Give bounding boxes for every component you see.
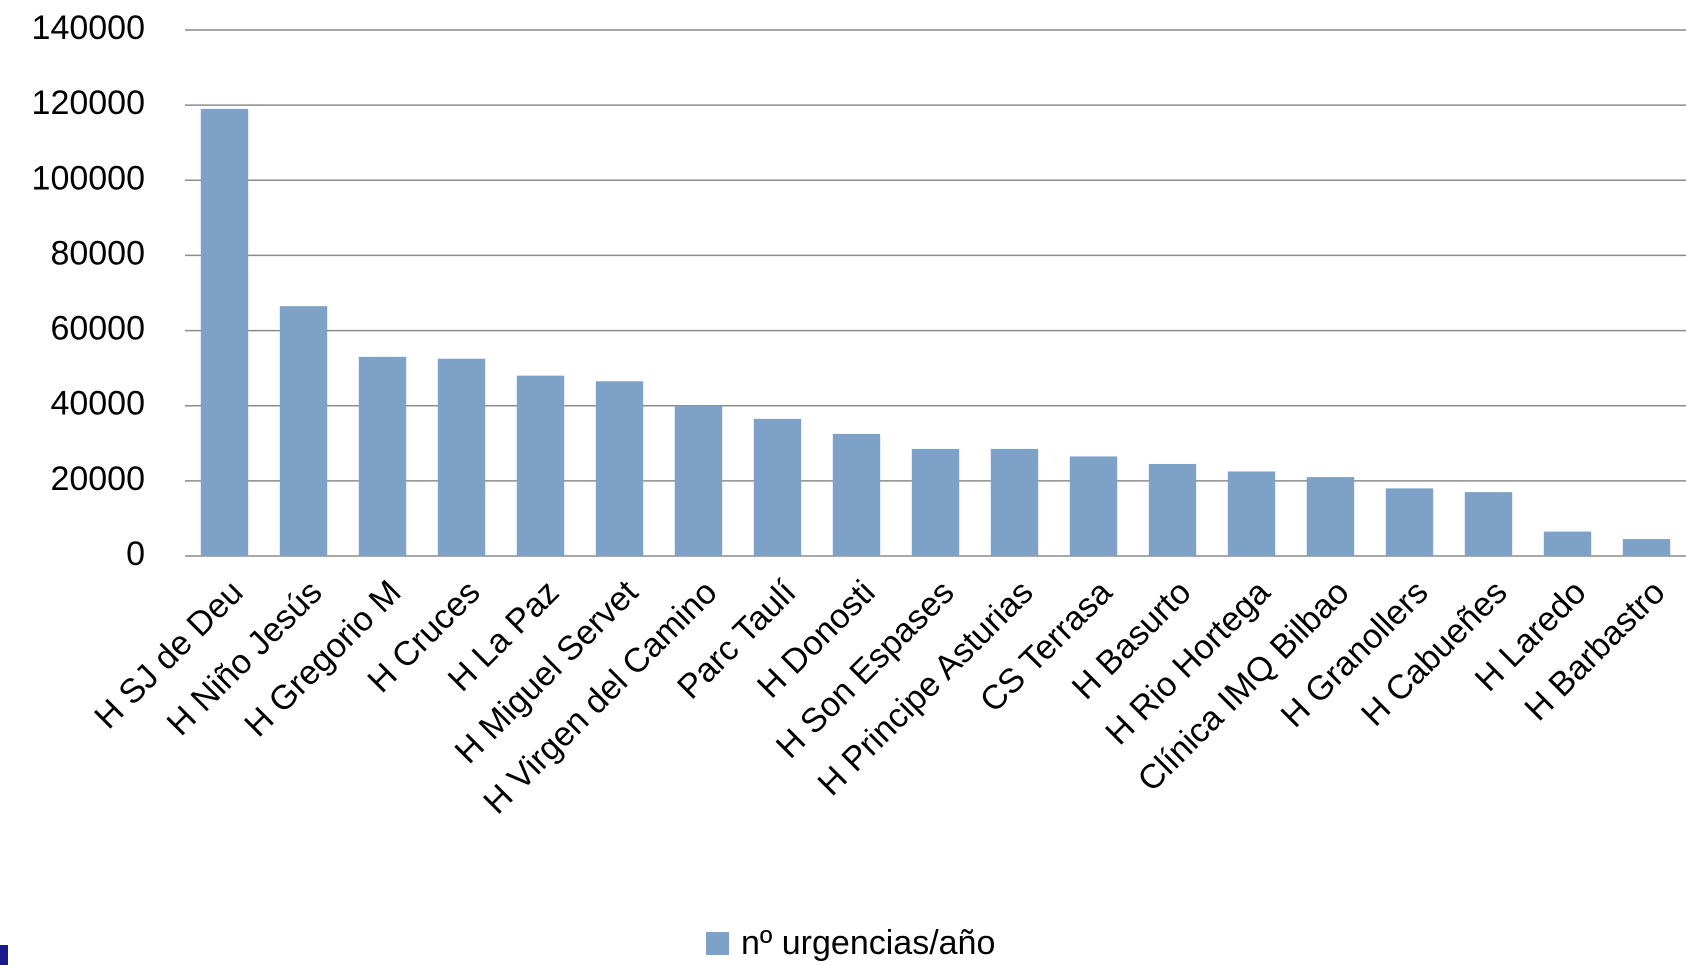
bar [279,306,328,556]
bar [595,381,644,556]
y-tick-label: 20000 [50,460,145,498]
bar [911,448,960,556]
y-tick-label: 40000 [50,385,145,423]
y-tick-label: 140000 [32,9,145,47]
corner-mark [0,945,8,965]
y-tick-label: 80000 [50,234,145,272]
bar [1069,456,1118,556]
bar [1227,471,1276,556]
y-tick-label: 120000 [32,84,145,122]
bar [437,358,486,556]
bar [1385,488,1434,556]
legend-label: nº urgencias/año [741,924,995,962]
bar [832,433,881,556]
bar [1306,477,1355,556]
y-tick-label: 100000 [32,159,145,197]
legend-swatch [706,932,729,955]
bar [516,375,565,556]
bar [1543,531,1592,556]
bar [674,405,723,556]
bar [753,418,802,556]
bar [358,356,407,556]
bar [200,108,249,557]
bar [990,448,1039,556]
y-tick-label: 60000 [50,310,145,348]
bar [1464,492,1513,556]
bar [1148,463,1197,556]
bar [1622,539,1671,556]
y-tick-label: 0 [126,535,145,573]
